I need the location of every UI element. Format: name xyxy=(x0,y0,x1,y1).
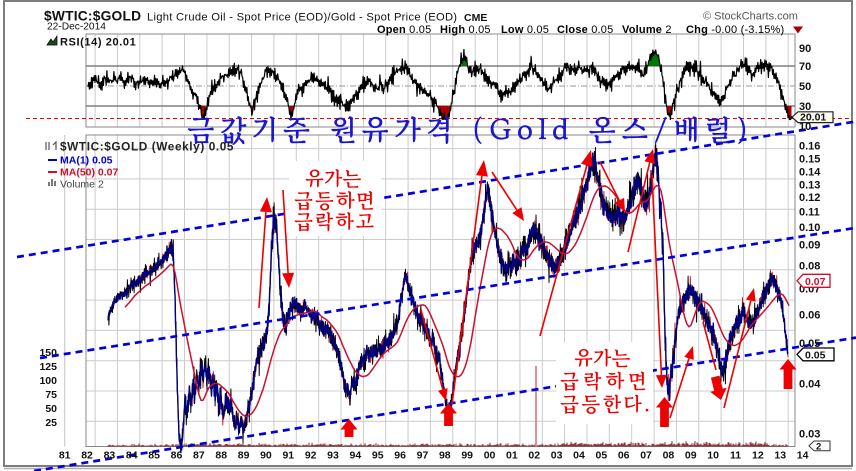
svg-text:0.12: 0.12 xyxy=(799,192,820,204)
svg-text:99: 99 xyxy=(461,450,473,462)
svg-text:25: 25 xyxy=(45,417,57,429)
svg-text:High 0.05: High 0.05 xyxy=(440,24,491,36)
svg-text:Chg -0.00 (-3.15%): Chg -0.00 (-3.15%) xyxy=(686,24,784,36)
svg-text:0.14: 0.14 xyxy=(799,167,821,179)
svg-text:CME: CME xyxy=(464,12,487,24)
svg-text:0.03: 0.03 xyxy=(799,429,820,441)
svg-text:10: 10 xyxy=(799,121,811,133)
svg-text:MA(50) 0.07: MA(50) 0.07 xyxy=(60,167,119,179)
svg-text:20.01: 20.01 xyxy=(800,112,826,124)
svg-text:02: 02 xyxy=(528,450,540,462)
svg-text:Volume 2: Volume 2 xyxy=(60,179,104,191)
svg-text:150: 150 xyxy=(39,347,57,359)
svg-text:0.09: 0.09 xyxy=(799,240,820,252)
svg-text:Close 0.05: Close 0.05 xyxy=(557,24,613,36)
svg-text:0.13: 0.13 xyxy=(799,179,820,191)
svg-text:0.04: 0.04 xyxy=(799,379,821,391)
svg-text:01: 01 xyxy=(506,450,518,462)
svg-text:0.05: 0.05 xyxy=(805,350,826,362)
svg-text:83: 83 xyxy=(104,450,116,462)
svg-text:06: 06 xyxy=(618,450,630,462)
svg-text:03: 03 xyxy=(551,450,563,462)
svg-text:$WTIC:$GOLD: $WTIC:$GOLD xyxy=(44,9,141,24)
svg-text:22-Dec-2014: 22-Dec-2014 xyxy=(47,22,106,33)
svg-text:$WTIC:$GOLD (Weekly) 0.05: $WTIC:$GOLD (Weekly) 0.05 xyxy=(60,140,234,154)
svg-text:88: 88 xyxy=(215,450,227,462)
svg-text:13: 13 xyxy=(774,450,786,462)
svg-text:96: 96 xyxy=(394,450,406,462)
svg-text:97: 97 xyxy=(417,450,429,462)
svg-text:Low 0.05: Low 0.05 xyxy=(501,24,549,36)
svg-text:14: 14 xyxy=(797,450,809,462)
svg-text:70: 70 xyxy=(799,61,811,73)
svg-text:Light Crude Oil - Spot Price (: Light Crude Oil - Spot Price (EOD)/Gold … xyxy=(147,12,457,24)
svg-text:10: 10 xyxy=(707,450,719,462)
svg-text:50: 50 xyxy=(799,81,811,93)
svg-text:30: 30 xyxy=(799,101,811,113)
svg-text:0.08: 0.08 xyxy=(799,260,820,272)
svg-text:87: 87 xyxy=(193,450,205,462)
svg-text:Open 0.05: Open 0.05 xyxy=(377,24,431,36)
svg-text:Volume 2: Volume 2 xyxy=(622,24,672,36)
svg-text:11: 11 xyxy=(730,450,741,462)
svg-text:12: 12 xyxy=(752,450,764,462)
svg-text:94: 94 xyxy=(350,450,362,462)
svg-text:0.11: 0.11 xyxy=(799,206,820,218)
svg-text:85: 85 xyxy=(148,450,160,462)
svg-text:92: 92 xyxy=(305,450,317,462)
svg-text:50: 50 xyxy=(45,403,57,415)
svg-text:100: 100 xyxy=(39,375,57,387)
svg-text:0.15: 0.15 xyxy=(799,154,820,166)
svg-text:95: 95 xyxy=(372,450,384,462)
svg-text:90: 90 xyxy=(260,450,272,462)
svg-text:0.07: 0.07 xyxy=(805,276,826,288)
svg-text:82: 82 xyxy=(81,450,93,462)
svg-text:05: 05 xyxy=(595,450,607,462)
svg-text:0.06: 0.06 xyxy=(799,310,820,322)
svg-text:0.16: 0.16 xyxy=(799,141,820,153)
svg-text:07: 07 xyxy=(640,450,652,462)
svg-text:125: 125 xyxy=(39,361,57,373)
svg-text:RSI(14) 20.01: RSI(14) 20.01 xyxy=(60,37,136,49)
svg-text:89: 89 xyxy=(238,450,250,462)
svg-text:00: 00 xyxy=(484,450,496,462)
svg-text:93: 93 xyxy=(327,450,339,462)
svg-text:75: 75 xyxy=(45,389,57,401)
svg-text:MA(1) 0.05: MA(1) 0.05 xyxy=(60,155,113,167)
svg-text:08: 08 xyxy=(663,450,675,462)
svg-text:09: 09 xyxy=(685,450,697,462)
svg-text:0.05: 0.05 xyxy=(799,338,820,350)
svg-text:04: 04 xyxy=(573,450,585,462)
svg-text:98: 98 xyxy=(439,450,451,462)
svg-text:0.10: 0.10 xyxy=(799,222,820,234)
svg-text:© StockCharts.com: © StockCharts.com xyxy=(703,11,798,23)
svg-text:84: 84 xyxy=(126,450,138,462)
svg-text:90: 90 xyxy=(799,43,811,55)
svg-text:86: 86 xyxy=(171,450,183,462)
svg-text:2: 2 xyxy=(816,442,821,453)
svg-text:81: 81 xyxy=(59,450,71,462)
svg-text:91: 91 xyxy=(282,450,294,462)
